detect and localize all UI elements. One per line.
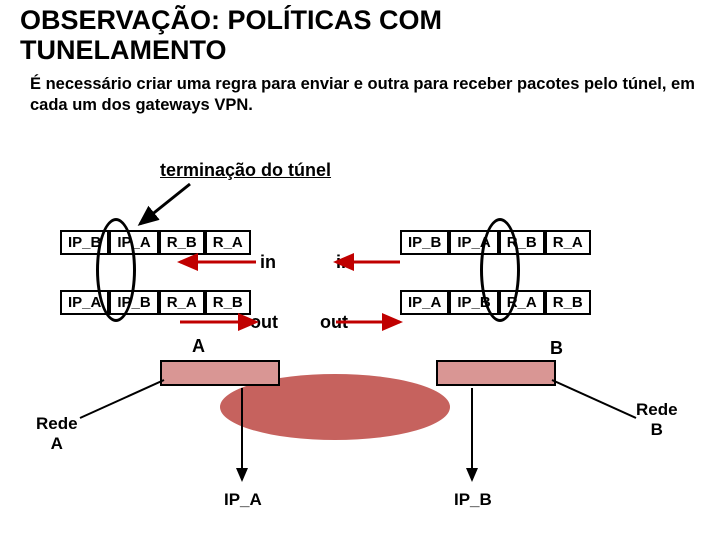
packet-right-in-cell-0: IP_B <box>400 230 449 255</box>
in-right-label: in <box>336 252 352 273</box>
ip-a-label: IP_A <box>224 490 262 510</box>
packet-left-out-cell-2: R_A <box>159 290 205 315</box>
rede-b-label: RedeB <box>636 400 678 441</box>
packet-left-in: IP_BIP_AR_BR_A <box>60 230 251 255</box>
out-left-label: out <box>250 312 278 333</box>
router-b-label: B <box>550 338 563 359</box>
router-a-label: A <box>192 336 205 357</box>
termination-label: terminação do túnel <box>160 160 331 181</box>
packet-right-out-cell-0: IP_A <box>400 290 449 315</box>
packet-left-in-cell-2: R_B <box>159 230 205 255</box>
packet-left-out-cell-3: R_B <box>205 290 251 315</box>
in-left-label: in <box>260 252 276 273</box>
ellipse-right <box>480 218 520 322</box>
packet-right-in-cell-3: R_A <box>545 230 591 255</box>
slide-description: É necessário criar uma regra para enviar… <box>30 74 710 117</box>
slide-title: OBSERVAÇÃO: POLÍTICAS COMTUNELAMENTO <box>20 6 442 65</box>
rede-a-label: RedeA <box>36 414 78 455</box>
out-right-label: out <box>320 312 348 333</box>
ip-b-label: IP_B <box>454 490 492 510</box>
packet-right-out-cell-3: R_B <box>545 290 591 315</box>
packet-left-out: IP_AIP_BR_AR_B <box>60 290 251 315</box>
ellipse-left <box>96 218 136 322</box>
packet-left-in-cell-3: R_A <box>205 230 251 255</box>
router-a <box>160 360 280 386</box>
router-b <box>436 360 556 386</box>
